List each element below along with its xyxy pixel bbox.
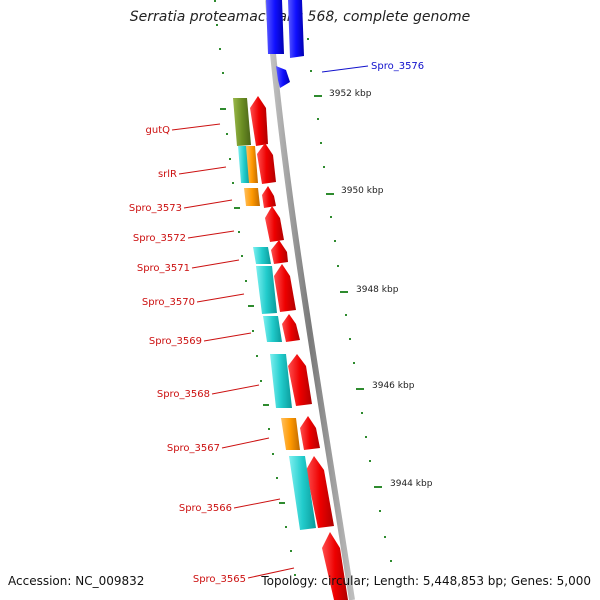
cds-box[interactable] xyxy=(289,456,316,530)
gene-arrow[interactable] xyxy=(266,0,284,54)
gene-arrow[interactable] xyxy=(271,240,288,264)
gene-arrow[interactable] xyxy=(250,96,268,146)
cds-box[interactable] xyxy=(233,98,251,146)
gene-arrow[interactable] xyxy=(276,66,290,88)
cds-box[interactable] xyxy=(246,146,258,183)
cds-features xyxy=(233,98,316,530)
gene-label[interactable]: Spro_3566 xyxy=(179,503,232,514)
gene-label[interactable]: Spro_3570 xyxy=(142,297,195,308)
accession-text: Accession: NC_009832 xyxy=(8,574,145,588)
forward-genes xyxy=(266,0,304,88)
reverse-genes xyxy=(250,96,348,600)
kbp-tick-label: 3950 kbp xyxy=(341,186,384,196)
gene-label[interactable]: Spro_3569 xyxy=(149,336,202,347)
gene-arrow[interactable] xyxy=(265,206,284,242)
genome-backbone xyxy=(265,0,355,600)
label-leaders xyxy=(171,65,369,579)
gene-label[interactable]: Spro_3572 xyxy=(133,233,186,244)
cds-box[interactable] xyxy=(263,316,282,342)
cds-box[interactable] xyxy=(270,354,292,408)
gene-arrow[interactable] xyxy=(322,532,348,600)
kbp-tick-label: 3946 kbp xyxy=(372,381,415,391)
kbp-tick-label: 3952 kbp xyxy=(329,89,372,99)
kbp-tick-label: 3948 kbp xyxy=(356,285,399,295)
gene-label[interactable]: Spro_3565 xyxy=(193,574,246,585)
outer-dotted-track xyxy=(307,38,392,562)
topology-text: Topology: circular; Length: 5,448,853 bp… xyxy=(261,574,591,588)
gene-label[interactable]: Spro_3576 xyxy=(371,61,424,72)
gene-label[interactable]: Spro_3567 xyxy=(167,443,220,454)
gene-arrow[interactable] xyxy=(262,186,276,208)
gene-arrow[interactable] xyxy=(300,416,320,450)
gene-label[interactable]: Spro_3573 xyxy=(129,203,182,214)
cds-box[interactable] xyxy=(281,418,300,450)
kbp-tick-label: 3944 kbp xyxy=(390,479,433,489)
gene-arrow[interactable] xyxy=(288,0,304,58)
cds-box[interactable] xyxy=(256,266,277,314)
gene-arrow[interactable] xyxy=(306,456,334,528)
gene-arrow[interactable] xyxy=(274,264,296,312)
gene-label[interactable]: srlR xyxy=(158,169,177,180)
cds-box[interactable] xyxy=(253,247,271,264)
cds-box[interactable] xyxy=(244,188,260,206)
gene-arrow[interactable] xyxy=(257,143,276,184)
gene-label[interactable]: gutQ xyxy=(146,125,171,136)
gene-arrow[interactable] xyxy=(288,354,312,406)
inner-dotted-track xyxy=(214,0,296,576)
gene-arrow[interactable] xyxy=(282,314,300,342)
gene-label[interactable]: Spro_3571 xyxy=(137,263,190,274)
gene-label[interactable]: Spro_3568 xyxy=(157,389,210,400)
